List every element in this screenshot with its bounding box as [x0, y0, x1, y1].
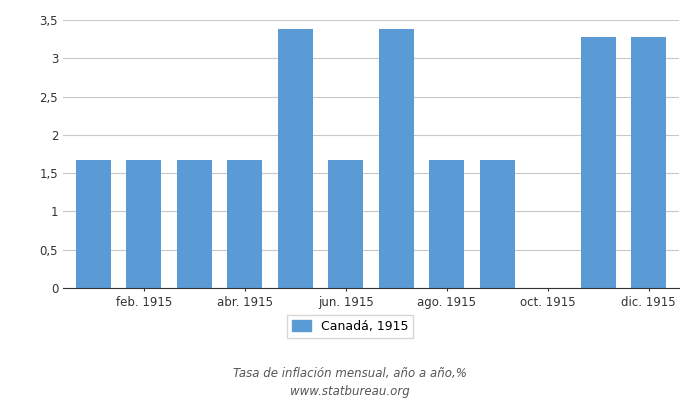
Bar — [176, 160, 212, 288]
Bar — [631, 37, 666, 288]
Bar — [76, 160, 111, 288]
Bar — [126, 160, 162, 288]
Bar — [328, 160, 363, 288]
Bar — [227, 160, 262, 288]
Bar — [429, 160, 464, 288]
Bar — [278, 29, 313, 288]
Legend: Canadá, 1915: Canadá, 1915 — [287, 315, 413, 338]
Bar — [480, 160, 515, 288]
Bar — [580, 37, 616, 288]
Text: Tasa de inflación mensual, año a año,%: Tasa de inflación mensual, año a año,% — [233, 368, 467, 380]
Bar — [379, 29, 414, 288]
Text: www.statbureau.org: www.statbureau.org — [290, 386, 410, 398]
